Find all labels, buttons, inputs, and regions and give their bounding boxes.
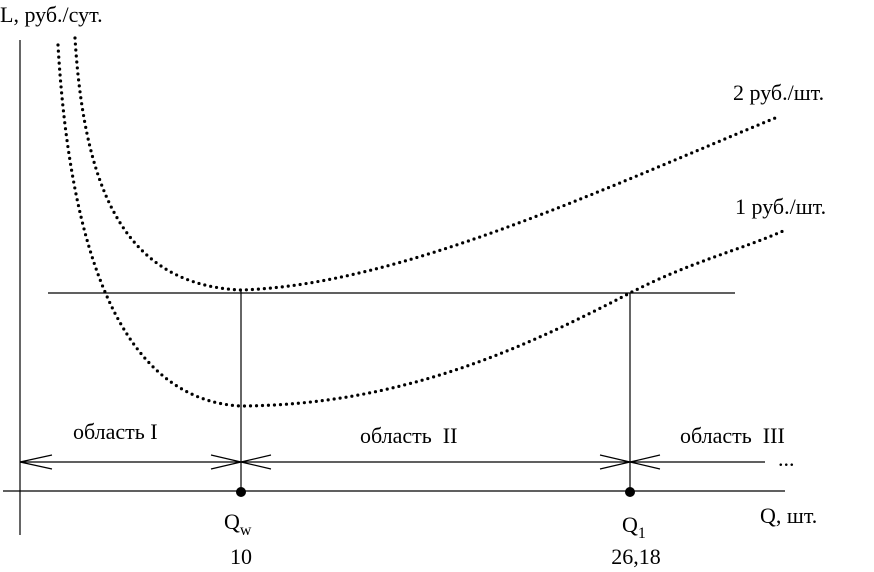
curve-1 (56, 43, 785, 408)
region-label: область II (360, 423, 457, 448)
y-axis-label: L, руб./сут. (0, 2, 103, 27)
point-label: Q1 (622, 512, 646, 542)
point-value: 26,18 (611, 544, 661, 569)
curve-2 (73, 36, 782, 292)
curve-label: 1 руб./шт. (735, 194, 826, 219)
point-symbol: Q (622, 512, 638, 537)
point-symbol: Q (224, 509, 240, 534)
point-q1 (625, 487, 635, 497)
point-qw (236, 487, 246, 497)
curve-label: 2 руб./шт. (733, 80, 824, 105)
point-subscript: w (240, 522, 252, 539)
region-arrows (19, 454, 765, 470)
x-axis-label: Q, шт. (760, 503, 817, 528)
point-subscript: 1 (638, 525, 646, 542)
region-label: область III (680, 423, 785, 448)
point-value: 10 (230, 544, 252, 569)
region-label: область I (73, 419, 158, 444)
point-label: Qw (224, 509, 252, 539)
continuation: ... (778, 446, 795, 471)
